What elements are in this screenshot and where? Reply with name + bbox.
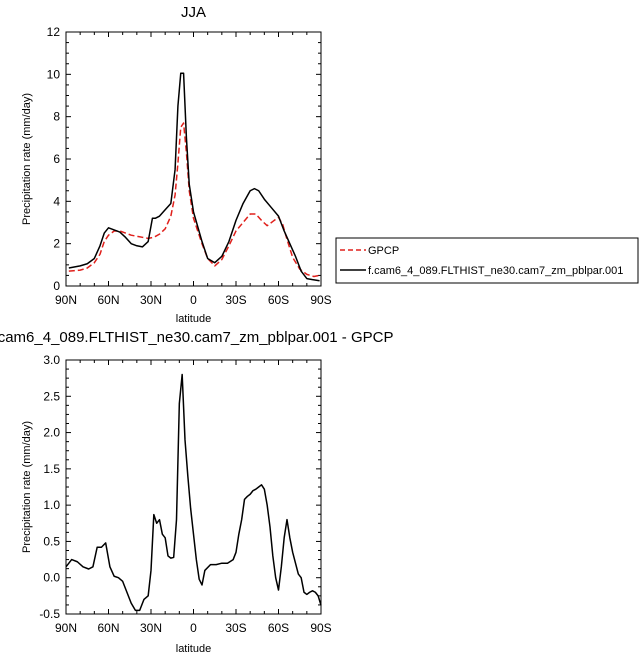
x-tick-label: 0: [190, 293, 197, 307]
x-tick-label: 60S: [268, 621, 289, 635]
x-tick-label: 90S: [310, 293, 331, 307]
chart-title: JJA: [181, 4, 206, 21]
x-tick-label: 90S: [310, 621, 331, 635]
legend-box: [335, 237, 639, 284]
y-tick-label: 8: [53, 110, 60, 124]
y-tick-label: 2.0: [43, 426, 60, 440]
y-tick-label: 0: [53, 279, 60, 293]
x-tick-label: 60N: [97, 293, 119, 307]
y-tick-label: 0.0: [43, 571, 60, 585]
series-line-1: [65, 373, 322, 612]
x-tick-label: 30S: [225, 293, 246, 307]
y-tick-label: 10: [47, 67, 61, 81]
x-tick-label: 60N: [97, 621, 119, 635]
y-axis-label: Precipitation rate (mm/day): [21, 93, 33, 225]
series-line-1: [68, 122, 320, 278]
x-tick-label: 30N: [140, 293, 162, 307]
y-tick-label: 2: [53, 237, 60, 251]
y-axis-label: Precipitation rate (mm/day): [21, 421, 33, 553]
chart-title: .cam6_4_089.FLTHIST_ne30.cam7_zm_pblpar.…: [0, 329, 393, 346]
y-tick-label: 3.0: [43, 353, 60, 367]
legend-label: GPCP: [368, 245, 399, 257]
x-axis-label: latitude: [176, 643, 211, 655]
x-tick-label: 60S: [268, 293, 289, 307]
plot-frame: [65, 31, 322, 287]
x-axis-label: latitude: [176, 313, 211, 325]
y-tick-label: 0.5: [43, 534, 60, 548]
legend: GPCP f.cam6_4_089.FLTHIST_ne30.cam7_zm_pb…: [335, 237, 639, 284]
x-tick-label: 90N: [55, 293, 77, 307]
x-tick-label: 0: [190, 621, 197, 635]
y-tick-label: 2.5: [43, 389, 60, 403]
legend-label: f.cam6_4_089.FLTHIST_ne30.cam7_zm_pblpar…: [368, 265, 623, 277]
y-tick-label: 1.5: [43, 462, 60, 476]
y-tick-label: 1.0: [43, 498, 60, 512]
chart-1: JJA 90N 60N 30N 0 30S 60S 90S 0 2 4 6 8 10 12 latitude P…: [21, 4, 639, 325]
plot-frame: [65, 359, 322, 615]
x-tick-label: 90N: [55, 621, 77, 635]
x-tick-label: 30N: [140, 621, 162, 635]
series-line-2: [68, 72, 320, 282]
y-tick-label: 12: [47, 25, 61, 39]
chart-2: .cam6_4_089.FLTHIST_ne30.cam7_zm_pblpar.…: [0, 329, 393, 655]
y-tick-label: 4: [53, 194, 60, 208]
x-tick-label: 30S: [225, 621, 246, 635]
y-tick-label: 6: [53, 152, 60, 166]
y-tick-label: -0.5: [39, 607, 60, 621]
